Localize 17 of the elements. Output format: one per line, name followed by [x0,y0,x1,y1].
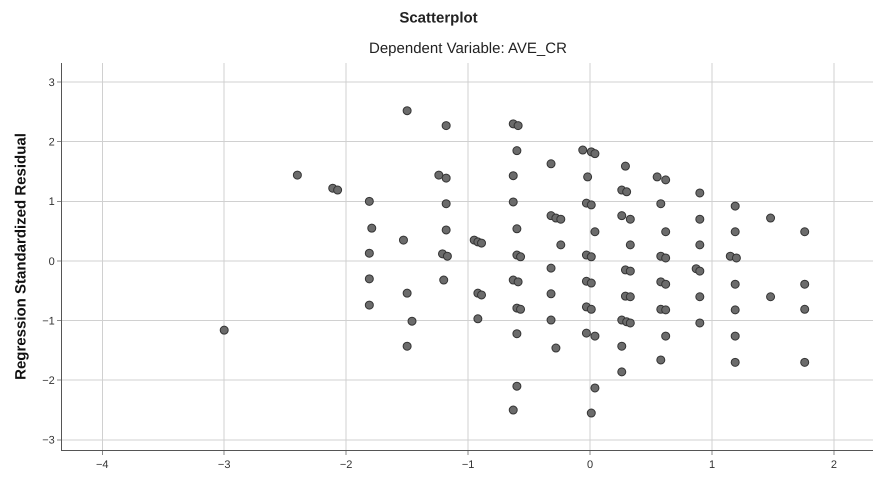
y-axis-title: Regression Standardized Residual [12,133,30,380]
y-tick-label: 1 [48,196,55,208]
x-tick-label: −3 [218,459,230,472]
y-tick-label: −3 [42,434,55,447]
x-tick-label: −2 [340,459,352,472]
y-tick-label: 2 [48,136,55,149]
y-tick-label: −2 [42,375,55,388]
y-tick-label: 3 [48,76,55,89]
y-tick-label: −1 [42,315,55,328]
chart-subtitle: Dependent Variable: AVE_CR [369,40,568,57]
chart-title: Scatterplot [399,9,478,26]
x-tick-label: 0 [586,459,594,472]
y-tick-label: 0 [48,256,55,268]
x-tick-label: −4 [96,459,109,472]
x-tick-label: 1 [708,459,716,472]
x-tick-label: −1 [462,459,474,472]
x-tick-label: 2 [830,459,838,472]
